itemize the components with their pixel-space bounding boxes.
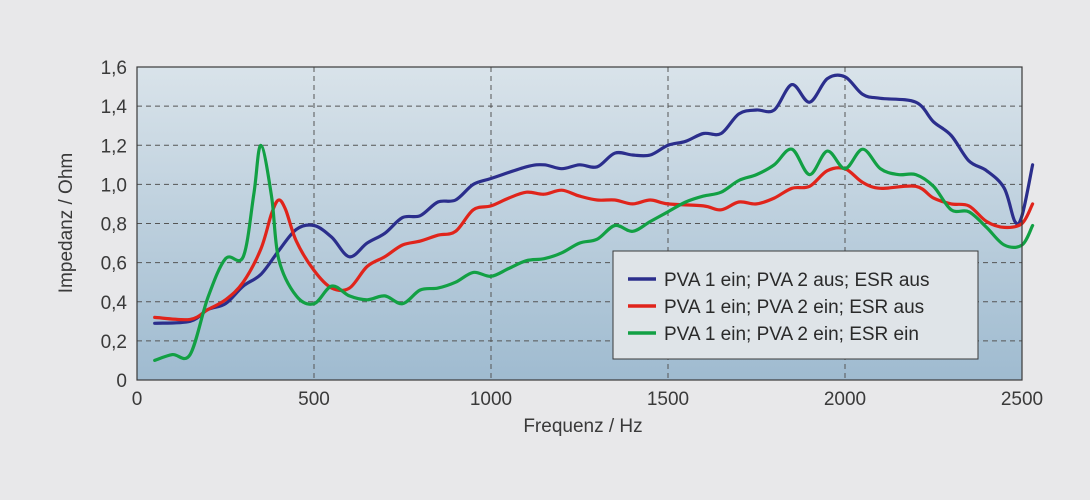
y-tick-label: 0,8 xyxy=(101,215,127,236)
tick-labels: 0 0,2 0,4 0,6 0,8 1,0 1,2 1,4 1,6 0 500 1000 1500 200… xyxy=(101,58,1044,410)
x-tick-label: 1000 xyxy=(470,389,512,410)
y-tick-label: 1,6 xyxy=(101,58,127,79)
y-tick-label: 1,0 xyxy=(101,175,127,196)
x-tick-label: 2500 xyxy=(1001,389,1043,410)
series-line-3 xyxy=(153,143,1035,362)
y-tick-label: 1,2 xyxy=(101,136,127,157)
series-line-2 xyxy=(153,166,1035,322)
y-tick-label: 0,2 xyxy=(101,332,127,353)
legend-label-series-1: PVA 1 ein; PVA 2 aus; ESR aus xyxy=(664,270,929,291)
grid xyxy=(137,67,1022,380)
x-tick-label: 2000 xyxy=(824,389,866,410)
series-line-1 xyxy=(153,73,1035,325)
y-tick-label: 0,4 xyxy=(101,293,128,314)
y-tick-label: 1,4 xyxy=(101,97,128,118)
legend-label-series-2: PVA 1 ein; PVA 2 ein; ESR aus xyxy=(664,297,924,318)
y-axis-title: Impedanz / Ohm xyxy=(56,153,77,293)
plot-frame xyxy=(136,66,1023,381)
legend: PVA 1 ein; PVA 2 aus; ESR aus PVA 1 ein;… xyxy=(612,250,979,360)
legend-box xyxy=(612,250,979,360)
legend-label-series-3: PVA 1 ein; PVA 2 ein; ESR ein xyxy=(664,324,919,345)
x-tick-label: 500 xyxy=(298,389,330,410)
x-tick-label: 0 xyxy=(132,389,143,410)
series-lines xyxy=(153,73,1035,362)
x-axis-title: Frequenz / Hz xyxy=(523,416,642,437)
y-tick-label: 0 xyxy=(116,371,127,392)
x-tick-label: 1500 xyxy=(647,389,689,410)
y-tick-label: 0,6 xyxy=(101,254,127,275)
